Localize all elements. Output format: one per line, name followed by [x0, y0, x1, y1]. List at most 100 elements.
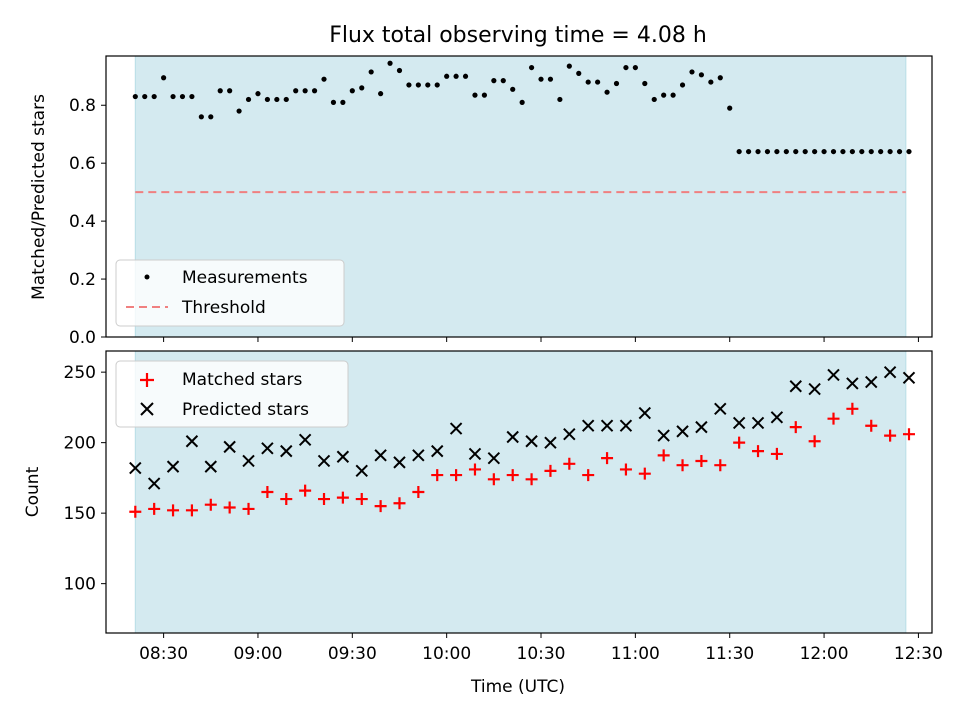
measurement-point	[330, 99, 337, 105]
matched-stars-point	[280, 493, 293, 506]
legend-marker-matched-stars	[140, 373, 154, 387]
predicted-stars-point	[657, 429, 670, 442]
matched-stars-point	[355, 493, 368, 506]
measurement-point	[764, 148, 771, 155]
legend-label-matched-stars: Matched stars	[182, 370, 302, 390]
measurement-point	[311, 88, 318, 94]
x-tick-label: 11:30	[705, 644, 754, 664]
measurement-point	[830, 148, 837, 155]
measurement-point	[566, 63, 572, 69]
measurement-point	[198, 114, 204, 120]
measurement-point	[255, 91, 261, 97]
measurement-point	[896, 148, 903, 155]
measurement-point	[510, 86, 516, 92]
measurement-point	[576, 70, 582, 76]
measurement-point	[708, 79, 714, 85]
matched-stars-point	[789, 421, 802, 434]
measurement-point	[434, 82, 440, 88]
x-tick-label: 09:00	[233, 644, 282, 664]
predicted-stars-point	[619, 419, 633, 432]
matched-stars-point	[563, 457, 576, 470]
measurement-point	[585, 79, 591, 85]
measurement-point	[274, 96, 280, 103]
measurement-point	[793, 148, 799, 155]
measurement-point	[500, 78, 506, 84]
measurement-point	[745, 148, 752, 155]
matched-stars-point	[695, 454, 708, 467]
matched-stars-point	[525, 473, 538, 486]
measurement-point	[887, 148, 893, 155]
y-tick-label: 0.2	[69, 270, 96, 290]
predicted-stars-point	[449, 422, 463, 435]
bottom-x-axis-ticks: 08:30 09:00 09:30 10:00 10:30 11:00 11:30 12:00…	[139, 633, 943, 664]
legend-label-measurements: Measurements	[182, 268, 308, 288]
measurement-point	[698, 72, 705, 78]
matched-stars-point	[185, 504, 198, 517]
matched-stars-point	[223, 501, 236, 514]
predicted-stars-point	[770, 411, 784, 424]
measurement-point	[679, 82, 686, 88]
measurement-point	[840, 148, 846, 155]
measurement-point	[321, 76, 327, 82]
matched-stars-point	[638, 467, 651, 480]
measurement-point	[878, 148, 884, 155]
y-tick-label: 150	[64, 504, 96, 524]
predicted-stars-point	[638, 406, 652, 420]
matched-stars-point	[619, 463, 632, 476]
matched-stars-point	[865, 419, 878, 432]
predicted-stars-point	[468, 447, 482, 461]
measurement-point	[264, 96, 270, 103]
matched-stars-point	[450, 469, 463, 482]
top-y-axis-label: Matched/Predicted stars	[29, 94, 49, 300]
predicted-stars-point	[827, 368, 840, 382]
y-tick-label: 100	[64, 575, 96, 595]
predicted-stars-point	[883, 365, 897, 379]
matched-stars-point	[770, 447, 783, 460]
matched-stars-point	[808, 435, 821, 448]
top-panel: 0.00.20.40.60.8 Matched/Predicted stars …	[29, 55, 933, 348]
measurements-series	[132, 60, 912, 155]
legend-marker-predicted-stars	[140, 402, 154, 416]
measurement-point	[868, 148, 874, 155]
predicted-stars-point	[223, 440, 236, 454]
predicted-stars-point	[355, 464, 368, 478]
predicted-stars-point	[525, 435, 538, 448]
chart-title: Flux total observing time = 4.08 h	[329, 23, 707, 48]
matched-stars-point	[204, 498, 217, 511]
predicted-stars-point	[676, 425, 689, 438]
matched-stars-point	[487, 473, 500, 486]
matched-stars-point	[167, 504, 180, 517]
predicted-stars-point	[317, 454, 331, 468]
legend-label-threshold: Threshold	[181, 298, 266, 318]
predicted-stars-point	[808, 382, 821, 396]
predicted-stars-point	[544, 436, 557, 449]
measurement-point	[755, 148, 761, 155]
predicted-stars-point	[280, 444, 293, 458]
matched-stars-point	[714, 459, 727, 472]
matched-stars-point	[752, 445, 765, 458]
y-tick-label: 0.6	[69, 154, 96, 174]
measurement-point	[349, 88, 355, 94]
predicted-stars-point	[695, 420, 708, 434]
predicted-stars-point	[166, 460, 180, 473]
measurement-point	[472, 92, 478, 98]
measurement-point	[161, 75, 167, 81]
measurement-point	[821, 148, 827, 155]
predicted-stars-point	[487, 451, 501, 465]
predicted-stars-point	[506, 430, 519, 444]
measurement-point	[642, 80, 648, 87]
predicted-stars-point	[563, 427, 576, 441]
predicted-stars-point	[600, 419, 614, 432]
predicted-stars-point	[261, 442, 274, 455]
predicted-stars-point	[714, 402, 727, 416]
y-tick-label: 0.4	[69, 212, 96, 232]
matched-stars-point	[506, 469, 519, 482]
predicted-stars-point	[431, 444, 444, 458]
measurement-point	[208, 114, 214, 120]
measurement-point	[717, 75, 723, 81]
measurement-point	[378, 91, 384, 97]
predicted-stars-point	[865, 375, 878, 389]
measurement-point	[491, 78, 497, 84]
matched-stars-point	[544, 464, 557, 477]
measurement-point	[387, 60, 393, 66]
